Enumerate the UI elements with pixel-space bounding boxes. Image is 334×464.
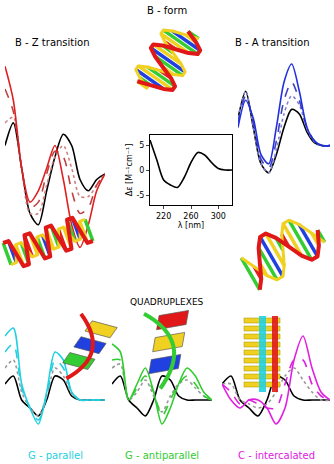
- svg-text:-5: -5: [136, 191, 144, 200]
- svg-text:B - form: B - form: [147, 5, 187, 16]
- svg-text:B - Z transition: B - Z transition: [15, 37, 90, 48]
- svg-text:G - parallel: G - parallel: [28, 450, 83, 461]
- svg-text:C - intercalated: C - intercalated: [238, 450, 315, 461]
- svg-text:260: 260: [183, 212, 198, 221]
- svg-text:B - A transition: B - A transition: [235, 37, 310, 48]
- svg-text:0: 0: [139, 166, 144, 175]
- svg-text:220: 220: [156, 212, 171, 221]
- svg-text:λ [nm]: λ [nm]: [178, 221, 204, 230]
- svg-text:Δε [M⁻¹cm⁻¹]: Δε [M⁻¹cm⁻¹]: [125, 144, 134, 197]
- svg-text:300: 300: [211, 212, 226, 221]
- svg-text:QUADRUPLEXES: QUADRUPLEXES: [130, 297, 204, 307]
- svg-text:5: 5: [139, 141, 144, 150]
- svg-text:G - antiparallel: G - antiparallel: [125, 450, 199, 461]
